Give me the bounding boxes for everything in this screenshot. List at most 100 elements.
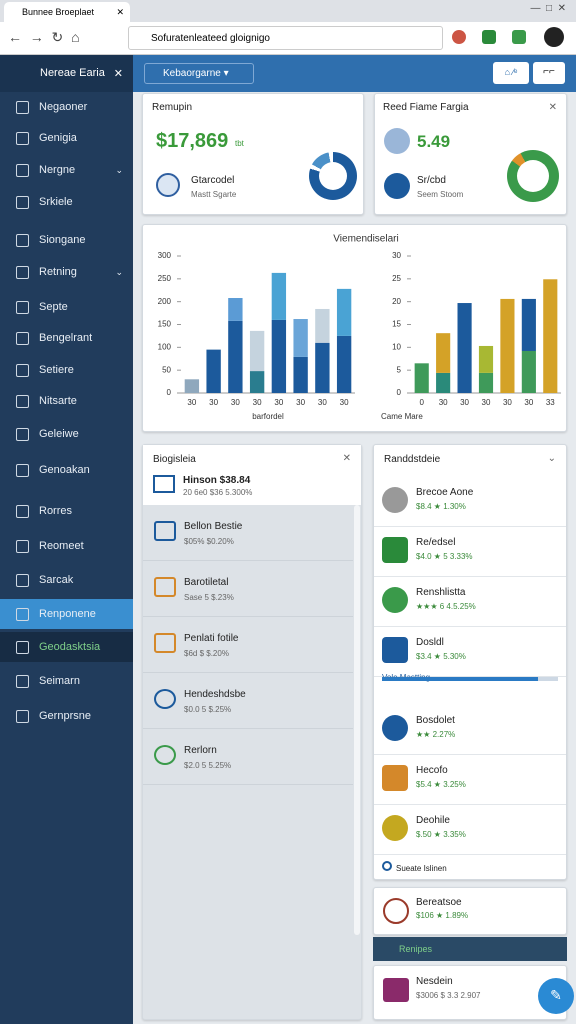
nav-item[interactable]: Genoakan xyxy=(0,455,133,485)
nav-item[interactable]: Srkiele xyxy=(0,187,133,217)
icon xyxy=(382,715,408,741)
bar xyxy=(228,298,243,321)
button[interactable]: ⌐⌐ xyxy=(533,62,565,84)
list-row[interactable]: Hendeshdsbe $0.0 5 $.25% xyxy=(143,675,353,729)
nav-item[interactable]: Setiere xyxy=(0,355,133,385)
section-bar[interactable]: Renipes xyxy=(373,937,567,961)
nav-icon xyxy=(16,163,29,177)
nav-item[interactable]: Seimarn xyxy=(0,666,133,696)
nav-item[interactable]: Nitsarte xyxy=(0,386,133,416)
item-title: Gtarcodel xyxy=(191,175,235,186)
row-sub: $.50 ★ 3.35% xyxy=(416,830,466,839)
nav-item[interactable]: Reomeet xyxy=(0,531,133,561)
x-tick-label: 30 xyxy=(460,398,469,407)
row-sub: $3006 $ 3.3 2.907 xyxy=(416,991,481,1000)
list-row[interactable]: Bosdolet ★★ 2.27% xyxy=(374,707,566,755)
nav-item[interactable]: Nergne ⌄ xyxy=(0,155,133,185)
x-tick-label: 30 xyxy=(439,398,448,407)
list-row[interactable]: Rerlorn $2.0 5 5.25% xyxy=(143,731,353,785)
nav-label: Negaoner xyxy=(39,101,88,113)
row-title: Rerlorn xyxy=(184,745,217,756)
icon xyxy=(382,637,408,663)
list-row[interactable]: Barotiletal Sase 5 $.23% xyxy=(143,563,353,617)
row-title: Bereatsoe xyxy=(416,897,462,908)
fab[interactable]: ✎ xyxy=(538,978,574,1014)
list-row[interactable]: Penlati fotile $6d $ $.20% xyxy=(143,619,353,673)
nav-item[interactable]: Geleiwe xyxy=(0,419,133,449)
list-row[interactable]: Dosldl $3.4 ★ 5.30% xyxy=(374,629,566,677)
row-sub: 20 6e0 $36 5.300% xyxy=(183,488,253,497)
y-tick-label: 0 xyxy=(167,388,172,397)
donut xyxy=(309,152,357,200)
nav-item[interactable]: Siongane xyxy=(0,225,133,255)
nav-item[interactable]: Renponene xyxy=(0,599,133,629)
y-tick-label: 30 xyxy=(392,251,401,260)
nav-label: Genigia xyxy=(39,132,77,144)
chart-title: Viemendiselari xyxy=(333,234,398,245)
nav-icon xyxy=(16,709,29,723)
list-row[interactable]: Re/edsel $4.0 ★ 5 3.33% xyxy=(374,529,566,577)
nav-icon xyxy=(16,394,29,408)
icon xyxy=(382,815,408,841)
list-row[interactable]: Bellon Bestie $05% $0.20% xyxy=(143,507,353,561)
icon xyxy=(384,173,410,199)
row-sub: $5.4 ★ 3.25% xyxy=(416,780,466,789)
nav-icon xyxy=(16,265,29,279)
button[interactable]: ⌂ ⁄ᵉ xyxy=(493,62,529,84)
bar xyxy=(414,363,429,393)
nav-label: Renponene xyxy=(39,608,96,620)
icon xyxy=(384,128,410,154)
dropdown[interactable]: Kebaorgarne ▾ xyxy=(144,63,254,84)
bar xyxy=(228,320,243,393)
nav-label: Srkiele xyxy=(39,196,73,208)
list-row[interactable]: Brecoe Aone $8.4 ★ 1.30% xyxy=(374,479,566,527)
kpi-value: 5.49 xyxy=(417,132,451,151)
row-title: Hinson $38.84 xyxy=(183,475,251,486)
nav-item[interactable]: Genigia xyxy=(0,123,133,153)
x-tick-label: 30 xyxy=(253,398,262,407)
nav-icon xyxy=(16,131,29,145)
bar xyxy=(543,279,558,393)
kpi-card: Remupin $17,869 tbt Gtarcodel Mastt Sgar… xyxy=(142,93,364,215)
nav-item[interactable]: Negaoner xyxy=(0,92,133,122)
y-tick-label: 10 xyxy=(392,342,401,351)
url-bar[interactable]: Sofuratenleateed gloignigo xyxy=(128,26,443,50)
row-sub: ★★ 2.27% xyxy=(416,730,456,739)
chevron: ⌄ xyxy=(115,164,123,175)
row-sub: $05% $0.20% xyxy=(184,537,234,546)
nav-item[interactable]: Gernprsne xyxy=(0,701,133,731)
tab[interactable]: Bunnee Broeplaet ✕ xyxy=(4,2,130,22)
nav-label: Bengelrant xyxy=(39,332,93,344)
avatar[interactable] xyxy=(544,27,564,47)
nav-item[interactable]: Bengelrant xyxy=(0,323,133,353)
list-row[interactable]: Renshlistta ★★★ 6 4.5.25% xyxy=(374,579,566,627)
progress-fill xyxy=(382,677,538,681)
row-title: Hendeshdsbe xyxy=(184,689,246,700)
nav-item[interactable]: Rorres xyxy=(0,496,133,526)
bar xyxy=(478,372,494,393)
bar xyxy=(478,345,494,373)
y-tick-label: 5 xyxy=(397,365,402,374)
row-title: Renshlistta xyxy=(416,587,466,598)
ext[interactable] xyxy=(512,30,526,44)
nav-buttons[interactable]: ← → ↻ ⌂ xyxy=(8,29,80,45)
nav-item[interactable]: Geodasktsia xyxy=(0,632,133,662)
nav-item[interactable]: Sarcak xyxy=(0,565,133,595)
sidebar-header: Nereae Earia ✕ xyxy=(0,55,133,92)
nav-item[interactable]: Retning ⌄ xyxy=(0,257,133,287)
nav-icon xyxy=(16,674,29,688)
x-tick-label: 30 xyxy=(524,398,533,407)
list-row[interactable]: Deohile $.50 ★ 3.35% xyxy=(374,807,566,855)
nav-icon xyxy=(16,331,29,345)
panel-title: Randdstdeie xyxy=(384,454,441,465)
bar xyxy=(336,288,352,336)
nav-icon xyxy=(16,607,29,621)
list-row[interactable]: Hecofo $5.4 ★ 3.25% xyxy=(374,757,566,805)
nav-icon xyxy=(16,504,29,518)
ext[interactable] xyxy=(482,30,496,44)
y-tick-label: 300 xyxy=(158,251,172,260)
row-title: Hecofo xyxy=(416,765,448,776)
ext[interactable] xyxy=(452,30,466,44)
nav-item[interactable]: Septe xyxy=(0,292,133,322)
